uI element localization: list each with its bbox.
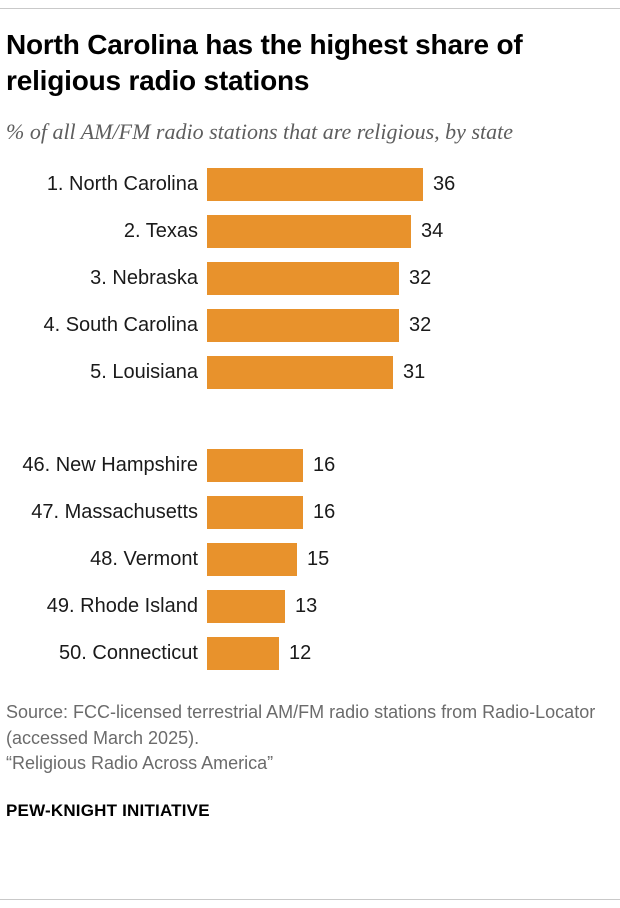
bar-label: 3. Nebraska <box>90 267 198 290</box>
bar-row: 5. Louisiana 31 <box>6 356 614 390</box>
bar <box>207 637 279 671</box>
source-note: Source: FCC-licensed terrestrial AM/FM r… <box>6 700 606 777</box>
bar-row: 3. Nebraska 32 <box>6 262 614 296</box>
bar-label: 1. North Carolina <box>46 173 198 196</box>
bar-label: 46. New Hampshire <box>22 454 198 477</box>
bar-value: 12 <box>289 642 312 665</box>
bar <box>207 496 303 530</box>
bar <box>207 543 297 577</box>
bar-row: 50. Connecticut 12 <box>6 637 614 671</box>
bar-value: 13 <box>295 595 318 618</box>
bar-row: 49. Rhode Island 13 <box>6 590 614 624</box>
bar-row: 47. Massachusetts 16 <box>6 496 614 530</box>
chart-subtitle: % of all AM/FM radio stations that are r… <box>6 118 513 144</box>
bar-value: 32 <box>409 267 432 290</box>
source-line-2: “Religious Radio Across America” <box>6 753 274 774</box>
bar <box>207 356 393 390</box>
bar <box>207 309 399 343</box>
bar <box>207 590 285 624</box>
bar-label: 50. Connecticut <box>59 642 198 665</box>
bar-row: 48. Vermont 15 <box>6 543 614 577</box>
bar-label: 5. Louisiana <box>90 361 198 384</box>
top-rule <box>0 8 620 9</box>
bar-label: 48. Vermont <box>90 548 198 571</box>
bar-value: 16 <box>313 454 336 477</box>
footer-brand: PEW-KNIGHT INITIATIVE <box>6 800 210 820</box>
bar-chart: 1. North Carolina 36 2. Texas 34 3. Nebraska… <box>6 168 614 671</box>
bar <box>207 215 411 249</box>
bar-value: 32 <box>409 314 432 337</box>
bar-value: 16 <box>313 501 336 524</box>
bar-row: 1. North Carolina 36 <box>6 168 614 202</box>
bar-value: 36 <box>433 173 456 196</box>
bar-row: 46. New Hampshire 16 <box>6 449 614 483</box>
bar-value: 15 <box>307 548 330 571</box>
bar-label: 2. Texas <box>123 220 198 243</box>
bar-label: 49. Rhode Island <box>46 595 198 618</box>
bar-label: 47. Massachusetts <box>31 501 198 524</box>
bar-value: 34 <box>421 220 444 243</box>
bar-value: 31 <box>403 361 426 384</box>
bar-row: 2. Texas 34 <box>6 215 614 249</box>
chart-title: North Carolina has the highest share of … <box>6 29 523 96</box>
bar-group-bottom-5-states: 46. New Hampshire 16 47. Massachusetts 16 48… <box>6 449 614 671</box>
bar <box>207 168 423 202</box>
bar <box>207 449 303 483</box>
bottom-rule <box>0 899 620 900</box>
bar-label: 4. South Carolina <box>43 314 198 337</box>
source-line-1: Source: FCC-licensed terrestrial AM/FM r… <box>6 702 596 748</box>
bar-group-top-5-states: 1. North Carolina 36 2. Texas 34 3. Nebraska… <box>6 168 614 390</box>
bar-row: 4. South Carolina 32 <box>6 309 614 343</box>
bar <box>207 262 399 296</box>
